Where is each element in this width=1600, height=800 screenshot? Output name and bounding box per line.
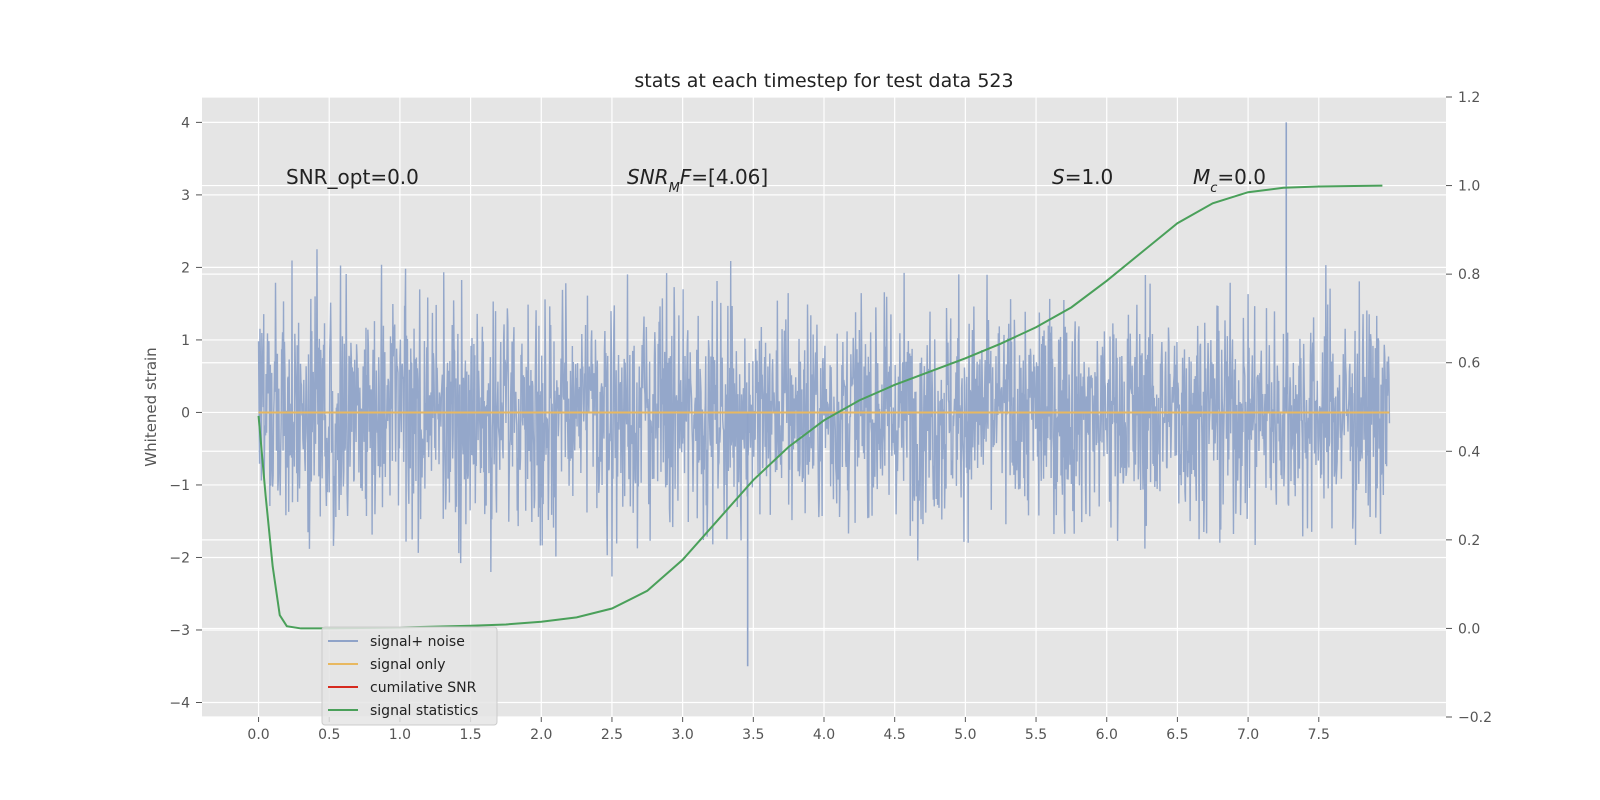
y2-tick-label: 1.2 [1458,90,1480,106]
y-tick-label: 1 [181,333,190,349]
y-tick-label: −2 [169,550,190,566]
x-tick-label: 1.0 [389,727,411,743]
x-tick-label: 2.5 [601,727,623,743]
line-series [257,184,1390,630]
y-axis-right: 1.2 1.0 0.8 0.6 0.4 0.2 0.0 −0.2 [1446,90,1492,726]
x-tick-label: 3.0 [672,727,694,743]
annotation-text: S=1.0 [1052,165,1113,189]
annotation-sub: M [669,181,680,196]
annotation-sub: c [1210,181,1217,196]
x-axis: 0.0 0.5 1.0 1.5 2.0 2.5 3.0 3.5 4.0 4.5 5.0 5.5 6.0 6… [247,717,1330,743]
x-tick-label: 4.5 [884,727,906,743]
annotation-italic: S [1052,165,1065,189]
annotation-suffix: =[4.06] [691,165,768,189]
x-tick-label: 6.0 [1096,727,1118,743]
signal-noise-series [257,122,1391,667]
legend-label: signal+ noise [370,634,465,650]
x-tick-label: 0.5 [318,727,340,743]
x-tick-label: 2.0 [530,727,552,743]
y-tick-label: −4 [169,695,190,711]
y2-tick-label: 1.0 [1458,179,1480,195]
y2-tick-label: 0.6 [1458,356,1480,372]
annotation-prefix: SNR_opt=0.0 [286,165,419,189]
annotation-text: SNRMF=[4.06] [627,165,768,196]
annotation-text: SNR_opt=0.0 [286,165,419,189]
x-tick-label: 0.0 [247,727,269,743]
annotation-text: Mc=0.0 [1193,165,1266,196]
series-line-signal-statistics [257,184,1383,630]
annotation-italic: SNR [627,165,669,189]
chart-title: stats at each timestep for test data 523 [634,70,1013,92]
y-tick-label: −3 [169,623,190,639]
y-axis-left: 4 3 2 1 0 −1 −2 −3 −4 [169,115,202,711]
x-tick-label: 5.0 [954,727,976,743]
y2-tick-label: −0.2 [1458,710,1492,726]
legend-label: signal only [370,657,445,673]
annotations: SNR_opt=0.0 SNRMF=[4.06] S=1.0 Mc=0.0 [286,165,1266,196]
y2-tick-label: 0.0 [1458,621,1480,637]
legend-label: cumilative SNR [370,680,477,696]
y2-tick-label: 0.2 [1458,533,1480,549]
annotation-italic: M [1193,165,1210,189]
annotation-after-sub: F [680,165,692,189]
annotation-suffix: =0.0 [1217,165,1266,189]
y-tick-label: 4 [181,115,190,131]
y-tick-label: 3 [181,188,190,204]
legend-label: signal statistics [370,703,478,719]
legend: signal+ noise signal only cumilative SNR si… [321,626,498,726]
y-tick-label: 2 [181,260,190,276]
x-tick-label: 5.5 [1025,727,1047,743]
x-tick-label: 7.5 [1308,727,1330,743]
series-signal-noise-line [257,249,1391,577]
y-tick-label: −1 [169,478,190,494]
y2-tick-label: 0.8 [1458,267,1480,283]
x-tick-label: 3.5 [742,727,764,743]
y-axis-label: Whitened strain [142,347,160,466]
y-tick-label: 0 [181,405,190,421]
y2-tick-label: 0.4 [1458,444,1480,460]
x-tick-label: 7.0 [1237,727,1259,743]
x-tick-label: 6.5 [1166,727,1188,743]
x-tick-label: 4.0 [813,727,835,743]
x-tick-label: 1.5 [459,727,481,743]
legend-box [321,626,498,726]
annotation-suffix: =1.0 [1065,165,1114,189]
